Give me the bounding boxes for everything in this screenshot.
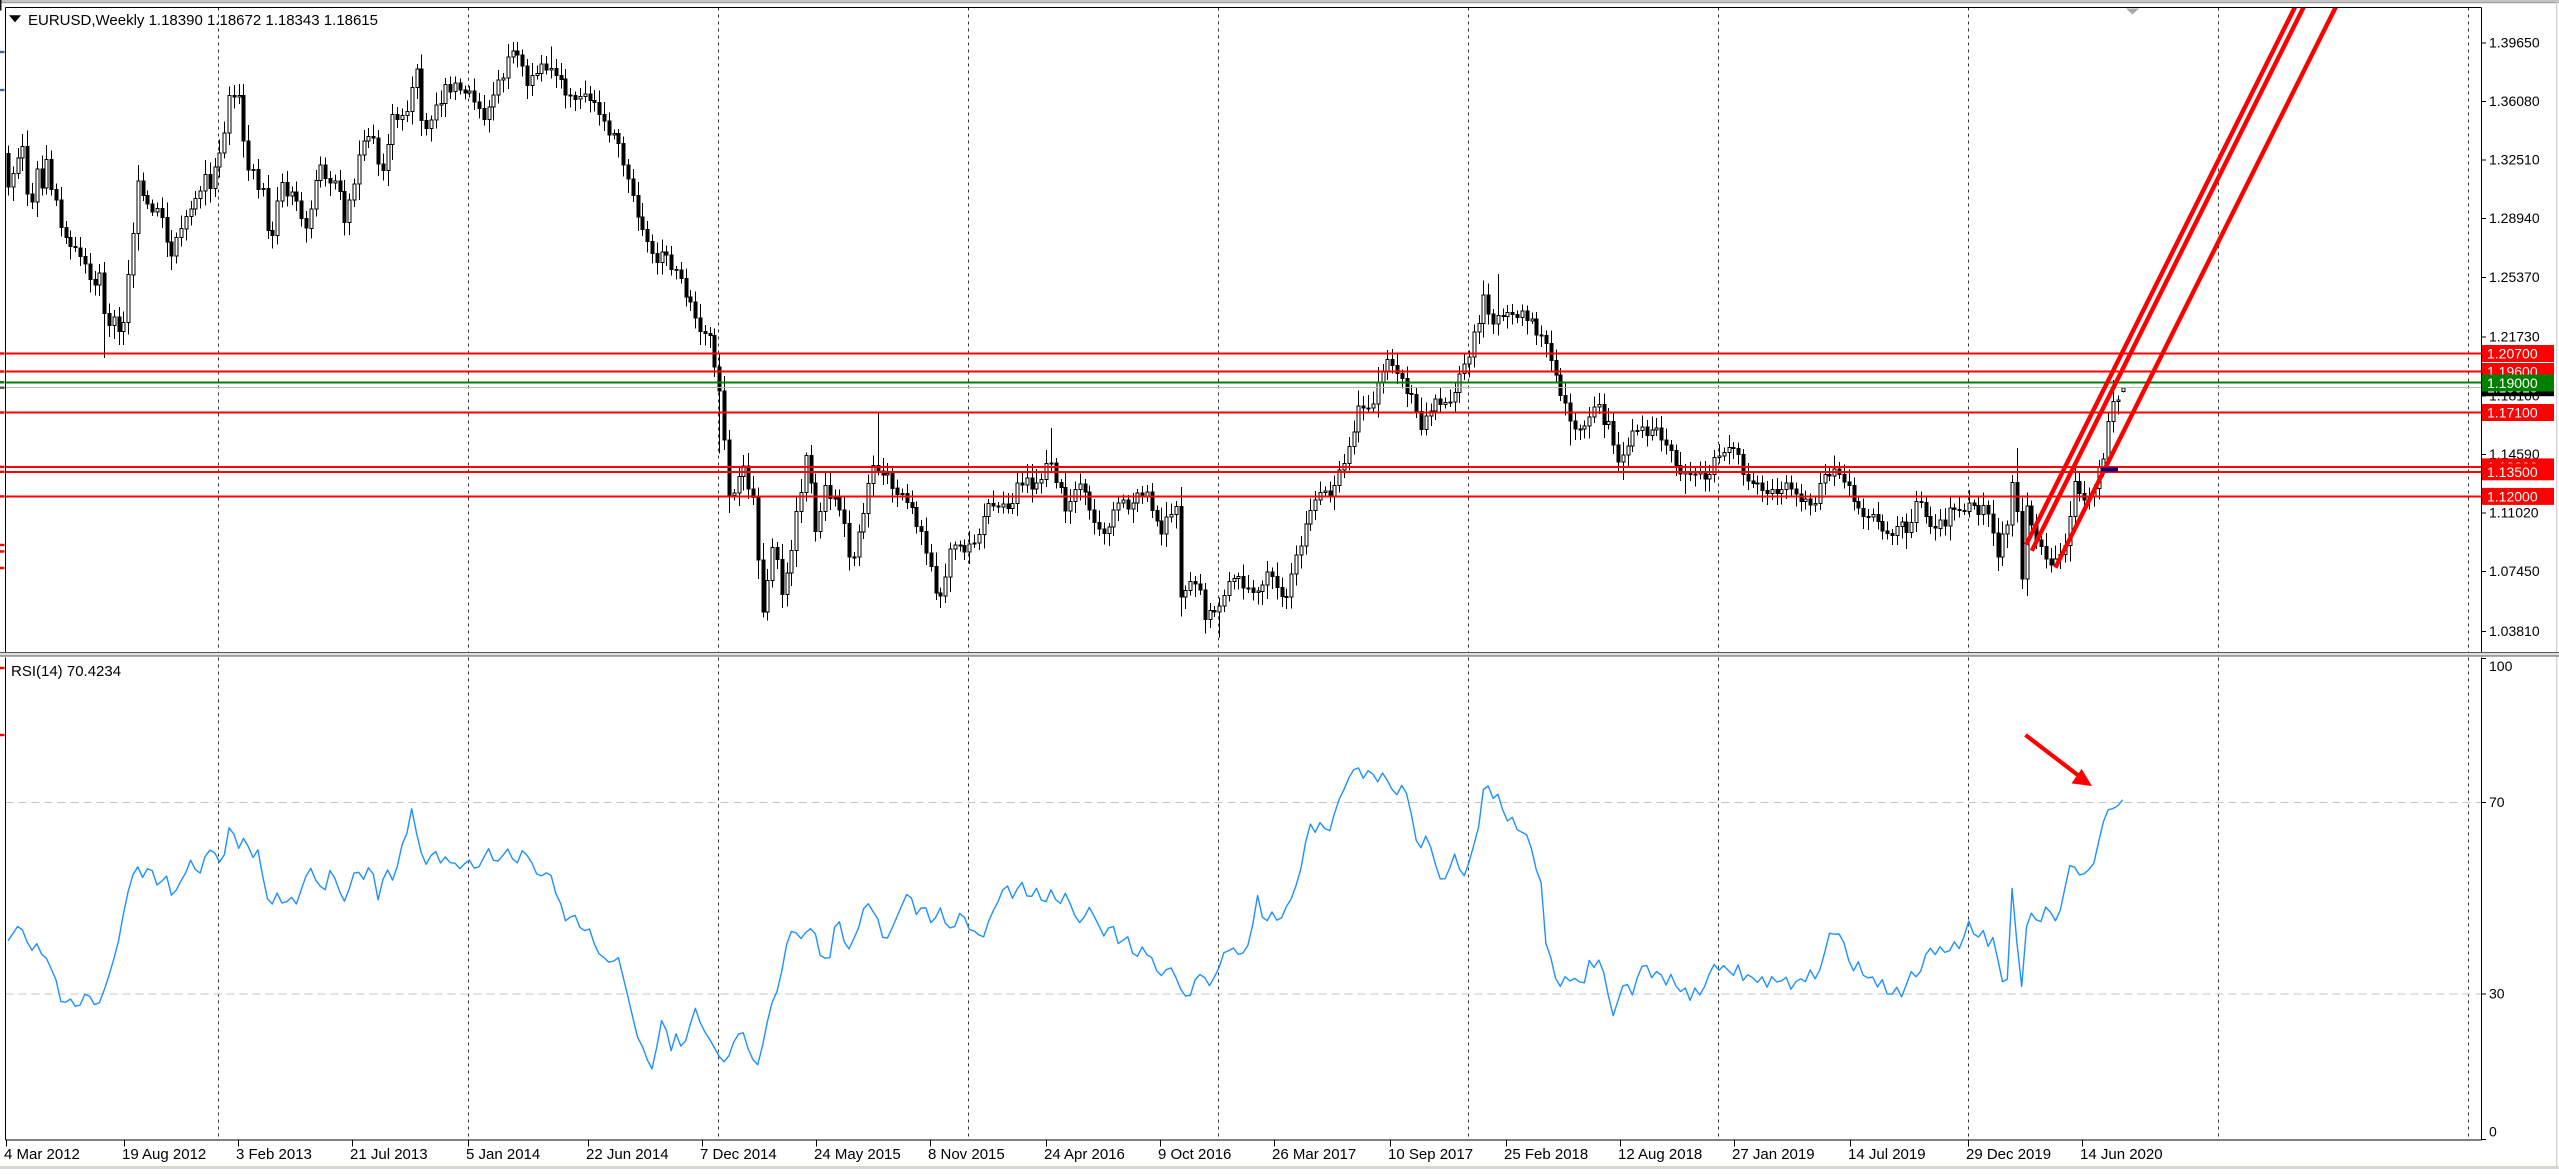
svg-text:1.20700: 1.20700 [2487,346,2538,362]
svg-text:24 Apr 2016: 24 Apr 2016 [1044,1146,1125,1163]
svg-text:3 Feb 2013: 3 Feb 2013 [236,1146,312,1163]
svg-text:1.11020: 1.11020 [2489,505,2539,521]
svg-text:8 Nov 2015: 8 Nov 2015 [928,1146,1005,1163]
svg-text:25 Feb 2018: 25 Feb 2018 [1504,1146,1588,1163]
svg-text:27 Jan 2019: 27 Jan 2019 [1732,1146,1815,1163]
svg-text:29 Dec 2019: 29 Dec 2019 [1966,1146,2051,1163]
svg-text:RSI(14) 70.4234: RSI(14) 70.4234 [11,663,121,680]
svg-text:19 Aug 2012: 19 Aug 2012 [122,1146,206,1163]
svg-text:1.21730: 1.21730 [2489,329,2540,345]
svg-text:24 May 2015: 24 May 2015 [814,1146,901,1163]
svg-text:14 Jul 2019: 14 Jul 2019 [1848,1146,1926,1163]
svg-text:26 Mar 2017: 26 Mar 2017 [1272,1146,1356,1163]
svg-text:EURUSD,Weekly 1.18390 1.18672: EURUSD,Weekly 1.18390 1.18672 1.18343 1.… [28,12,378,29]
svg-text:1.07450: 1.07450 [2489,563,2540,579]
svg-text:7 Dec 2014: 7 Dec 2014 [700,1146,777,1163]
svg-text:1.19000: 1.19000 [2487,375,2538,391]
svg-text:30: 30 [2489,986,2505,1002]
svg-text:1.14590: 1.14590 [2489,446,2540,462]
svg-text:1.03810: 1.03810 [2489,623,2540,639]
svg-text:1.12000: 1.12000 [2487,488,2538,504]
svg-text:21 Jul 2013: 21 Jul 2013 [350,1146,428,1163]
svg-text:9 Oct 2016: 9 Oct 2016 [1158,1146,1231,1163]
svg-text:1.32510: 1.32510 [2489,152,2540,168]
svg-text:1.13500: 1.13500 [2487,464,2538,480]
svg-text:12 Aug 2018: 12 Aug 2018 [1618,1146,1702,1163]
svg-text:5 Jan 2014: 5 Jan 2014 [466,1146,540,1163]
svg-text:1.25370: 1.25370 [2489,269,2540,285]
svg-text:1.39650: 1.39650 [2489,34,2540,50]
svg-text:100: 100 [2489,658,2513,674]
svg-text:0: 0 [2489,1124,2497,1140]
svg-text:22 Jun 2014: 22 Jun 2014 [586,1146,669,1163]
svg-text:10 Sep 2017: 10 Sep 2017 [1388,1146,1473,1163]
svg-text:4 Mar 2012: 4 Mar 2012 [4,1146,80,1163]
svg-text:1.17100: 1.17100 [2487,405,2538,421]
svg-text:14 Jun 2020: 14 Jun 2020 [2080,1146,2163,1163]
svg-text:1.28940: 1.28940 [2489,210,2540,226]
svg-text:1.36080: 1.36080 [2489,93,2540,109]
svg-text:70: 70 [2489,794,2505,810]
